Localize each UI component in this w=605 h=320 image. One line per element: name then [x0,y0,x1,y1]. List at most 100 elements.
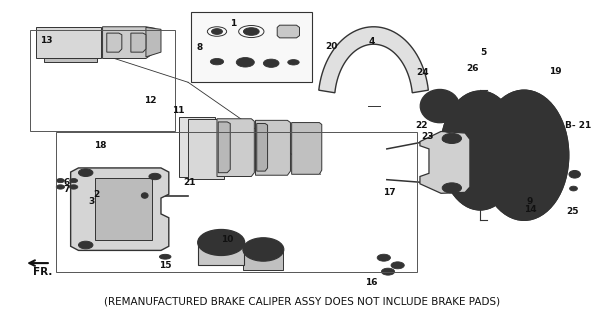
Text: 19: 19 [549,67,562,76]
Ellipse shape [420,89,459,123]
Text: 7: 7 [64,185,70,194]
Ellipse shape [477,172,483,179]
Ellipse shape [211,59,224,65]
Polygon shape [257,124,267,171]
Text: 17: 17 [384,188,396,197]
Text: 16: 16 [365,278,378,287]
Circle shape [263,59,279,68]
Text: 21: 21 [183,178,195,187]
Ellipse shape [540,150,549,160]
Ellipse shape [462,160,467,167]
Text: (REMANUFACTURED BRAKE CALIPER ASSY DOES NOT INCLUDE BRAKE PADS): (REMANUFACTURED BRAKE CALIPER ASSY DOES … [105,297,500,307]
Text: 6: 6 [64,178,70,187]
Ellipse shape [248,241,278,258]
Ellipse shape [209,235,234,250]
Polygon shape [103,27,155,59]
Bar [95,178,152,240]
Polygon shape [277,25,299,38]
Circle shape [391,262,404,269]
Ellipse shape [243,238,284,261]
Circle shape [444,127,454,132]
Text: FR.: FR. [33,267,52,277]
Ellipse shape [253,244,273,255]
Text: 15: 15 [159,261,171,270]
Ellipse shape [477,122,483,129]
Ellipse shape [509,176,518,186]
Circle shape [79,169,93,177]
Circle shape [377,254,390,261]
Text: 12: 12 [145,96,157,105]
Ellipse shape [203,232,239,252]
Circle shape [56,185,65,189]
Polygon shape [44,59,97,62]
Circle shape [79,241,93,249]
Text: 5: 5 [480,48,486,57]
Text: B- 21: B- 21 [565,121,592,130]
Text: 25: 25 [566,207,578,216]
Ellipse shape [243,28,259,35]
Text: 2: 2 [93,190,100,199]
Circle shape [237,58,254,67]
Text: 18: 18 [94,141,107,150]
Ellipse shape [56,179,64,183]
Ellipse shape [212,29,223,34]
Ellipse shape [288,60,299,65]
Text: 23: 23 [422,132,434,141]
Text: 9: 9 [527,197,534,206]
Text: 1: 1 [230,19,237,28]
Ellipse shape [70,179,77,183]
Ellipse shape [509,124,518,135]
Ellipse shape [517,145,531,165]
Polygon shape [131,33,146,52]
Ellipse shape [469,135,491,165]
Polygon shape [217,119,254,177]
Circle shape [442,133,462,143]
Circle shape [442,137,452,142]
Polygon shape [71,168,169,251]
Polygon shape [146,28,161,57]
Ellipse shape [569,186,577,191]
Text: 3: 3 [88,197,95,206]
Ellipse shape [493,134,499,141]
Bar [56,132,417,272]
Text: 24: 24 [417,68,430,77]
Ellipse shape [569,171,580,178]
Text: 26: 26 [466,63,479,73]
Bar [243,250,283,270]
Polygon shape [292,123,322,174]
Ellipse shape [480,90,569,220]
Bar [198,243,244,265]
Ellipse shape [440,91,520,210]
Text: 8: 8 [197,43,203,52]
Text: 14: 14 [524,205,537,214]
Polygon shape [255,120,290,175]
Text: 4: 4 [368,36,375,45]
Text: 11: 11 [172,106,184,115]
Polygon shape [420,132,470,193]
Bar [191,12,312,82]
Ellipse shape [433,101,446,111]
Ellipse shape [198,229,244,255]
Polygon shape [319,27,428,93]
Circle shape [149,173,161,180]
Polygon shape [188,119,224,179]
Ellipse shape [462,134,467,141]
Ellipse shape [427,95,453,117]
Bar [30,30,175,132]
Polygon shape [36,27,101,59]
Ellipse shape [511,137,537,174]
Polygon shape [106,33,122,52]
Text: 13: 13 [40,36,52,44]
Ellipse shape [530,176,538,186]
Circle shape [442,183,462,193]
Text: 10: 10 [221,236,234,244]
Polygon shape [179,117,215,178]
Circle shape [70,185,78,189]
Ellipse shape [160,254,171,259]
Ellipse shape [493,160,499,167]
Polygon shape [218,122,231,173]
Ellipse shape [530,124,538,135]
Text: 20: 20 [325,42,338,51]
Ellipse shape [476,143,485,157]
Text: 22: 22 [416,121,428,130]
